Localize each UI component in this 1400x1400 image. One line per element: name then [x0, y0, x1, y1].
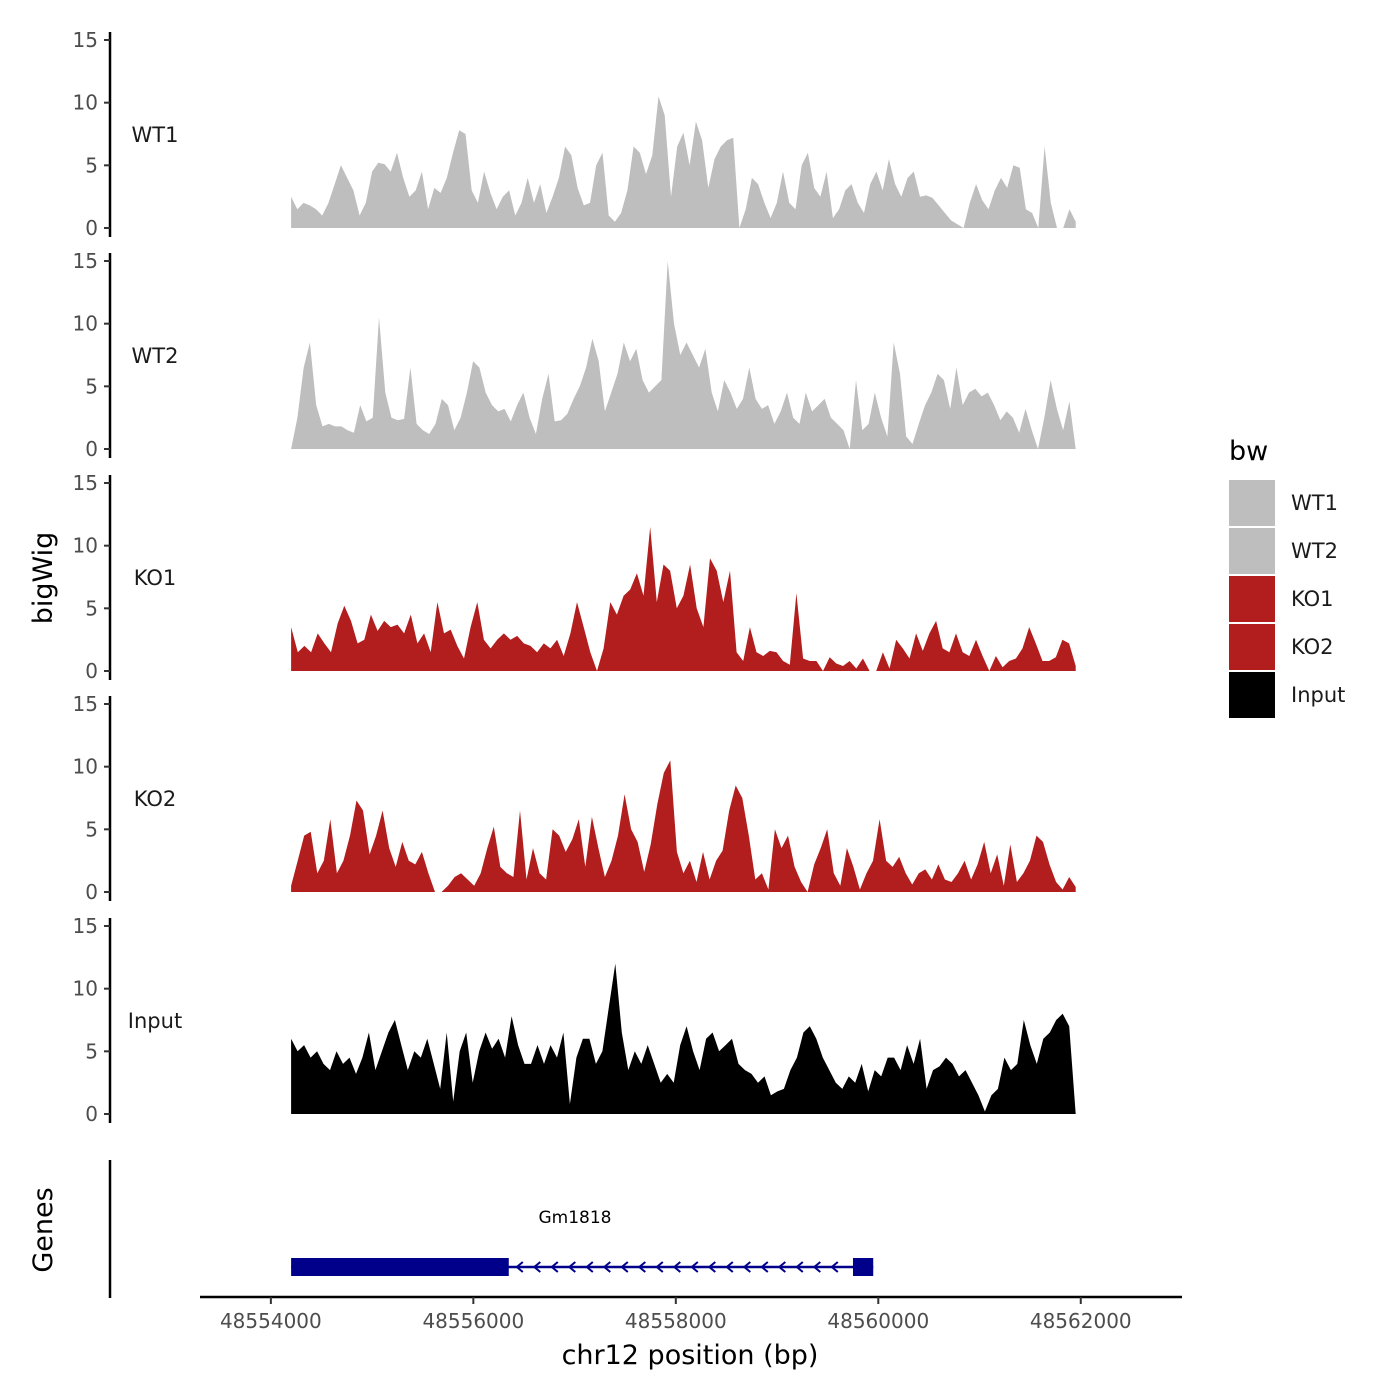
y-tick-label: 10 — [73, 91, 98, 115]
x-tick-label: 48558000 — [625, 1309, 727, 1333]
strand-arrow — [655, 1261, 664, 1273]
legend-key-wt2 — [1229, 528, 1275, 574]
y-tick-label: 15 — [73, 914, 98, 938]
legend-label-ko2: KO2 — [1291, 635, 1334, 659]
legend-label-ko1: KO1 — [1291, 587, 1334, 611]
strand-arrow — [725, 1261, 734, 1273]
track-wt1: 0 5 10 15 WT1 — [73, 28, 1076, 240]
track-label: WT1 — [132, 123, 179, 147]
legend-label-wt2: WT2 — [1291, 539, 1338, 563]
legend-label-input: Input — [1291, 683, 1345, 707]
genes-panel: Gm1818 — [108, 1160, 874, 1298]
strand-arrow — [795, 1261, 804, 1273]
track-label: KO2 — [134, 787, 177, 811]
coverage-tracks: 0 5 10 15 WT1 0 5 10 15 WT2 0 5 10 15 KO1 0 5 10 15 KO2 0 5 10… — [73, 28, 1076, 1126]
y-axis-title: bigWig — [28, 532, 59, 625]
y-tick-label: 5 — [85, 596, 98, 620]
y-tick-label: 15 — [73, 692, 98, 716]
legend-key-input — [1229, 672, 1275, 718]
track-label: KO1 — [134, 566, 177, 590]
y-tick-label: 5 — [85, 817, 98, 841]
legend-key-wt1 — [1229, 480, 1275, 526]
strand-arrow — [760, 1261, 769, 1273]
y-tick-label: 10 — [73, 312, 98, 336]
y-tick-label: 15 — [73, 249, 98, 273]
strand-arrow — [550, 1261, 559, 1273]
y-tick-label: 10 — [73, 755, 98, 779]
x-tick-label: 48560000 — [827, 1309, 929, 1333]
track-ko2: 0 5 10 15 KO2 — [73, 692, 1076, 904]
y-tick-label: 10 — [73, 534, 98, 558]
strand-arrow — [707, 1261, 716, 1273]
track-label: Input — [128, 1009, 182, 1033]
gene-exon — [291, 1258, 509, 1276]
coverage-area-ko2 — [291, 760, 1076, 892]
legend-label-wt1: WT1 — [1291, 491, 1338, 515]
track-wt2: 0 5 10 15 WT2 — [73, 249, 1076, 461]
coverage-area-wt2 — [291, 261, 1076, 449]
gene-gm1818: Gm1818 — [291, 1208, 874, 1276]
strand-arrow — [777, 1261, 786, 1273]
gene-exon — [852, 1258, 874, 1276]
strand-arrow — [620, 1261, 629, 1273]
gene-label: Gm1818 — [539, 1208, 612, 1228]
legend-key-ko2 — [1229, 624, 1275, 670]
strand-arrow — [602, 1261, 611, 1273]
y-tick-label: 0 — [85, 880, 98, 904]
genes-axis-title: Genes — [28, 1187, 59, 1272]
y-tick-label: 0 — [85, 437, 98, 461]
coverage-area-ko1 — [291, 526, 1076, 671]
y-tick-label: 5 — [85, 374, 98, 398]
track-label: WT2 — [132, 344, 179, 368]
y-tick-label: 15 — [73, 471, 98, 495]
strand-arrow — [567, 1261, 576, 1273]
strand-arrow — [515, 1261, 524, 1273]
x-tick-label: 48554000 — [220, 1309, 322, 1333]
strand-arrow — [585, 1261, 594, 1273]
x-axis: 48554000 48556000 48558000 48560000 48562000 — [200, 1295, 1182, 1333]
strand-arrow — [742, 1261, 751, 1273]
x-axis-title: chr12 position (bp) — [562, 1340, 819, 1371]
coverage-area-input — [291, 963, 1076, 1114]
legend-title: bw — [1229, 436, 1268, 467]
y-tick-label: 0 — [85, 216, 98, 240]
strand-arrow — [532, 1261, 541, 1273]
x-tick-label: 48556000 — [422, 1309, 524, 1333]
strand-arrow — [637, 1261, 646, 1273]
strand-arrow — [830, 1261, 839, 1273]
y-tick-label: 5 — [85, 1039, 98, 1063]
legend: bw WT1 WT2 KO1 KO2 Input — [1229, 436, 1345, 718]
y-tick-label: 5 — [85, 153, 98, 177]
strand-arrow — [672, 1261, 681, 1273]
y-tick-label: 0 — [85, 659, 98, 683]
track-input: 0 5 10 15 Input — [73, 914, 1076, 1126]
track-ko1: 0 5 10 15 KO1 — [73, 471, 1076, 683]
coverage-area-wt1 — [291, 96, 1076, 229]
legend-key-ko1 — [1229, 576, 1275, 622]
strand-arrow — [812, 1261, 821, 1273]
x-tick-label: 48562000 — [1030, 1309, 1132, 1333]
y-tick-label: 0 — [85, 1102, 98, 1126]
y-tick-label: 15 — [73, 28, 98, 52]
y-tick-label: 10 — [73, 977, 98, 1001]
strand-arrow — [690, 1261, 699, 1273]
